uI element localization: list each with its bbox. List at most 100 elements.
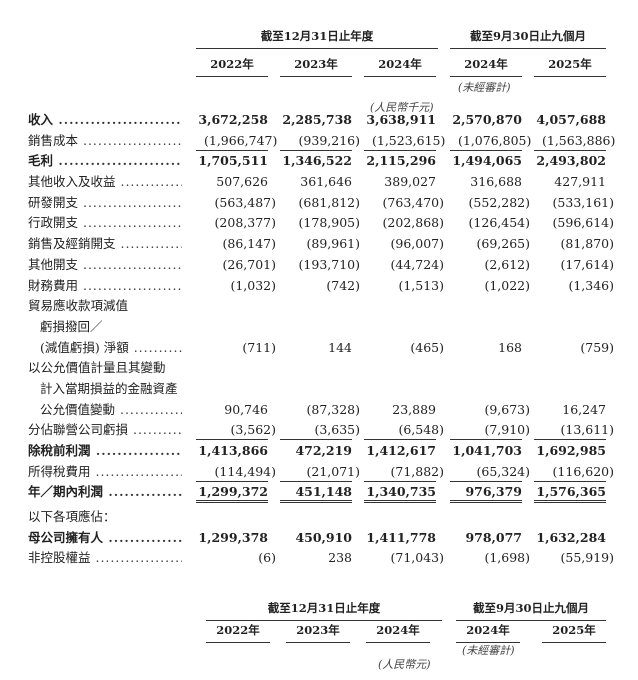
row-value: (71,882) [390,463,445,479]
row-value: (9,673) [484,401,530,417]
currency-note: (人民幣千元) [370,101,434,114]
subtotal-line [364,480,436,482]
row-value: (1,966,747) [204,132,278,148]
row-value: 316,688 [470,174,522,190]
row-value: (3,635) [314,422,360,438]
row-label: 分佔聯營公司虧損 [28,420,182,441]
row-value: 1,494,065 [452,153,522,169]
subtotal-line [196,439,268,441]
row-value: 16,247 [562,401,606,417]
row-value: (26,701) [222,256,277,272]
row-label: 銷售及經銷開支 [28,234,182,255]
row-value: 1,346,522 [282,153,352,169]
row-value: (1,076,805) [458,132,532,148]
row-value: (1,523,615) [372,132,446,148]
row-label: 其他開支 [28,255,182,276]
unaudited-note: (未經審計) [462,644,515,657]
subtotal-line [280,439,352,441]
subtotal-line [450,480,522,482]
year-header: 2022年 [206,622,270,643]
unaudited-note: (未經審計) [458,81,511,94]
group-header-annual: 截至12月31日止年度 [206,600,442,621]
row-value: 427,911 [554,174,606,190]
group-header-annual: 截至12月31日止年度 [196,28,438,49]
row-label: 虧損撥回／ [40,318,103,334]
row-label: 所得稅費用 [28,462,182,483]
row-label: 年／期內利潤 [28,482,182,503]
row-value: (21,071) [306,463,361,479]
subtotal-line [534,439,606,441]
row-value: (13,611) [560,422,615,438]
year-header: 2024年 [450,56,522,77]
row-value: (1,022) [484,277,530,293]
row-value: (17,614) [560,256,615,272]
row-value: (116,620) [552,463,614,479]
subtotal-line [196,480,268,482]
row-label: 毛利 [28,151,182,172]
row-label: (減值虧損) 淨額 [28,338,182,359]
row-value: 2,570,870 [452,112,522,127]
year-header: 2023年 [286,622,350,643]
row-value: 1,412,617 [366,443,436,458]
row-value: (3,562) [230,422,276,438]
row-value: (465) [410,339,444,355]
group-header-nine-months: 截至9月30日止九個月 [456,600,606,621]
row-value: 1,705,511 [198,153,268,169]
row-value: (7,910) [484,422,530,438]
row-value: 472,219 [295,443,352,458]
row-label: 以下各項應佔： [28,509,116,525]
row-label: 收入 [28,110,182,131]
row-value: (1,698) [484,550,530,566]
subtotal-line [364,149,436,151]
row-value: 1,041,703 [452,443,522,458]
row-value: 168 [498,339,522,355]
year-header: 2023年 [280,56,352,77]
subtotal-line [450,149,522,151]
row-label: 研發開支 [28,193,182,214]
row-value: 4,057,688 [536,112,606,127]
row-value: (939,216) [298,132,360,148]
row-value: (114,494) [214,463,276,479]
row-value: 1,340,735 [366,484,436,500]
row-label: 行政開支 [28,213,182,234]
row-value: (759) [580,339,614,355]
subtotal-line [364,439,436,441]
row-value: (69,265) [476,236,531,252]
row-value: (1,563,886) [542,132,616,148]
row-value: 90,746 [224,401,268,417]
row-value: 1,299,372 [198,484,268,500]
row-value: (6,548) [398,422,444,438]
row-value: 507,626 [216,174,268,190]
year-header: 2022年 [196,56,268,77]
subtotal-line [534,480,606,482]
row-value: (96,007) [390,236,445,252]
row-value: (55,919) [560,550,615,566]
row-value: (1,513) [398,277,444,293]
subtotal-line [280,480,352,482]
row-label: 計入當期損益的金融資產 [40,380,178,396]
year-header: 2024年 [456,622,520,643]
year-header: 2024年 [364,56,436,77]
row-label: 以公允價值計量且其變動 [28,360,166,376]
row-value: (1,346) [568,277,614,293]
row-value: (742) [326,277,360,293]
row-value: (208,377) [214,215,276,231]
row-value: (202,868) [382,215,444,231]
row-value: (711) [242,339,276,355]
row-value: (193,710) [298,256,360,272]
row-label: 其他收入及收益 [28,172,182,193]
currency-note: (人民幣元) [378,658,431,671]
row-value: (563,487) [214,194,276,210]
subtotal-line [196,149,268,151]
double-underline [196,500,268,504]
row-label: 銷售成本 [28,131,182,152]
row-label: 貿易應收款項減值 [28,298,129,314]
double-underline [534,500,606,504]
row-value: (126,454) [468,215,530,231]
double-underline [450,500,522,504]
row-value: (44,724) [390,256,445,272]
row-value: (2,612) [484,256,530,272]
subtotal-line [450,439,522,441]
row-label: 除稅前利潤 [28,441,182,462]
row-label: 母公司擁有人 [28,528,182,549]
